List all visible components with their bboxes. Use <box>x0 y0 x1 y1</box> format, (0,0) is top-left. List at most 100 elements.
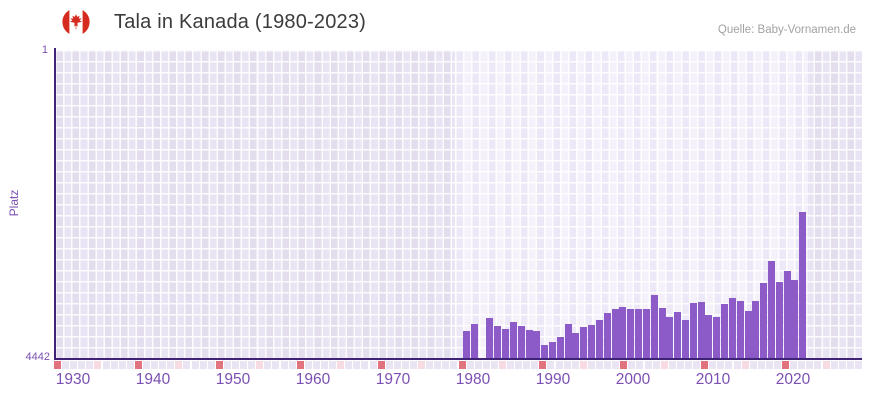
y-axis-title: Platz <box>7 189 21 217</box>
bar-1980[interactable] <box>463 330 470 358</box>
x-tick-label-1980: 1980 <box>455 371 491 388</box>
bar-2004[interactable] <box>650 295 658 358</box>
strip-square <box>555 361 563 369</box>
bar-1994[interactable] <box>572 332 580 358</box>
strip-square <box>668 361 676 369</box>
bar-1988[interactable] <box>525 329 533 358</box>
strip-square <box>717 361 725 369</box>
bar-2018[interactable] <box>760 282 768 358</box>
bar-1981[interactable] <box>470 323 478 358</box>
strip-square <box>814 361 822 369</box>
bar-2002[interactable] <box>635 309 643 358</box>
strip-square <box>628 361 636 369</box>
source-credit: Quelle: Baby-Vornamen.de <box>717 24 856 36</box>
strip-square <box>94 361 102 369</box>
bar-2022[interactable] <box>791 279 799 358</box>
strip-square <box>126 361 134 369</box>
strip-square <box>636 361 644 369</box>
bar-2012[interactable] <box>713 316 721 358</box>
strip-square <box>426 361 434 369</box>
x-tick-label-2020: 2020 <box>775 371 811 388</box>
bar-1999[interactable] <box>611 308 619 358</box>
strip-square <box>223 361 231 369</box>
bar-1989[interactable] <box>533 330 541 358</box>
bar-2021[interactable] <box>783 270 791 358</box>
strip-square <box>231 361 239 369</box>
bar-2016[interactable] <box>744 311 752 358</box>
bar-1986[interactable] <box>509 321 517 358</box>
bar-2000[interactable] <box>619 307 627 358</box>
strip-square <box>280 361 288 369</box>
bar-1997[interactable] <box>595 320 603 358</box>
strip-square-decade <box>458 361 466 369</box>
strip-square <box>482 361 490 369</box>
bar-2014[interactable] <box>728 297 736 358</box>
bar-2020[interactable] <box>775 281 783 358</box>
strip-square <box>62 361 70 369</box>
strip-square <box>741 361 749 369</box>
strip-square <box>587 361 595 369</box>
strip-square <box>442 361 450 369</box>
strip-square <box>660 361 668 369</box>
strip-square <box>353 361 361 369</box>
x-axis-line <box>54 358 862 360</box>
x-tick-label-1930: 1930 <box>55 371 91 388</box>
strip-square-decade <box>215 361 223 369</box>
strip-square <box>676 361 684 369</box>
bar-2009[interactable] <box>689 303 697 358</box>
bar-2007[interactable] <box>674 312 682 358</box>
bar-1983[interactable] <box>486 317 494 358</box>
bar-1995[interactable] <box>580 327 588 358</box>
bar-1991[interactable] <box>549 341 557 358</box>
bar-2008[interactable] <box>681 319 689 358</box>
bar-1992[interactable] <box>556 337 564 358</box>
strip-square-decade <box>296 361 304 369</box>
strip-square <box>822 361 830 369</box>
strip-square <box>191 361 199 369</box>
bar-2001[interactable] <box>627 309 635 358</box>
bar-1998[interactable] <box>603 312 611 358</box>
bar-2019[interactable] <box>767 261 775 358</box>
bar-2017[interactable] <box>752 301 760 358</box>
bar-1987[interactable] <box>517 325 525 358</box>
strip-square <box>757 361 765 369</box>
bar-1984[interactable] <box>494 325 502 358</box>
strip-square <box>401 361 409 369</box>
bar-2013[interactable] <box>721 303 729 358</box>
bar-2006[interactable] <box>666 317 674 358</box>
strip-square <box>240 361 248 369</box>
strip-square <box>806 361 814 369</box>
strip-square <box>159 361 167 369</box>
bar-2011[interactable] <box>705 314 713 358</box>
strip-square <box>798 361 806 369</box>
highlight-band <box>455 50 808 358</box>
strip-square <box>474 361 482 369</box>
bar-2010[interactable] <box>697 302 705 358</box>
x-tick-label-2000: 2000 <box>615 371 651 388</box>
strip-square <box>490 361 498 369</box>
strip-square <box>78 361 86 369</box>
bar-2023[interactable] <box>799 211 807 358</box>
strip-square <box>515 361 523 369</box>
bar-1993[interactable] <box>564 323 572 358</box>
strip-square <box>644 361 652 369</box>
strip-square <box>498 361 506 369</box>
bar-2005[interactable] <box>658 307 666 358</box>
strip-square <box>434 361 442 369</box>
strip-square <box>337 361 345 369</box>
bar-2015[interactable] <box>736 301 744 358</box>
page-title: Tala in Kanada (1980-2023) <box>114 11 367 33</box>
y-tick-bottom: 4442 <box>25 351 50 363</box>
canada-flag-icon <box>62 8 90 36</box>
strip-square <box>418 361 426 369</box>
strip-square <box>361 361 369 369</box>
bar-1985[interactable] <box>502 329 510 358</box>
strip-square <box>709 361 717 369</box>
bar-1996[interactable] <box>588 324 596 358</box>
bar-1990[interactable] <box>541 345 549 358</box>
plot-area <box>55 50 862 358</box>
strip-square <box>733 361 741 369</box>
strip-square <box>151 361 159 369</box>
bar-2003[interactable] <box>642 309 650 358</box>
